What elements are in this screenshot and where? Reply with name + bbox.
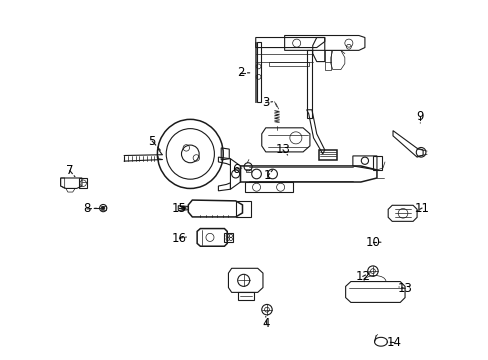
Text: 9: 9 (416, 111, 423, 123)
Text: 4: 4 (262, 317, 269, 330)
Text: 13: 13 (275, 143, 290, 156)
Text: 16: 16 (172, 232, 186, 245)
Text: 3: 3 (262, 96, 269, 109)
Text: 12: 12 (355, 270, 369, 283)
Text: 2: 2 (236, 66, 244, 79)
Text: 8: 8 (83, 202, 91, 215)
Circle shape (102, 207, 104, 210)
Text: 1: 1 (264, 170, 271, 183)
Text: 15: 15 (172, 202, 186, 215)
Text: 11: 11 (413, 202, 428, 215)
Text: 6: 6 (231, 163, 239, 176)
Text: 5: 5 (148, 135, 156, 148)
Circle shape (100, 204, 106, 212)
Text: 10: 10 (365, 236, 380, 249)
Text: 7: 7 (66, 164, 74, 177)
Text: 13: 13 (397, 282, 412, 295)
Circle shape (181, 206, 185, 210)
Text: 14: 14 (386, 336, 401, 349)
Circle shape (264, 307, 269, 312)
